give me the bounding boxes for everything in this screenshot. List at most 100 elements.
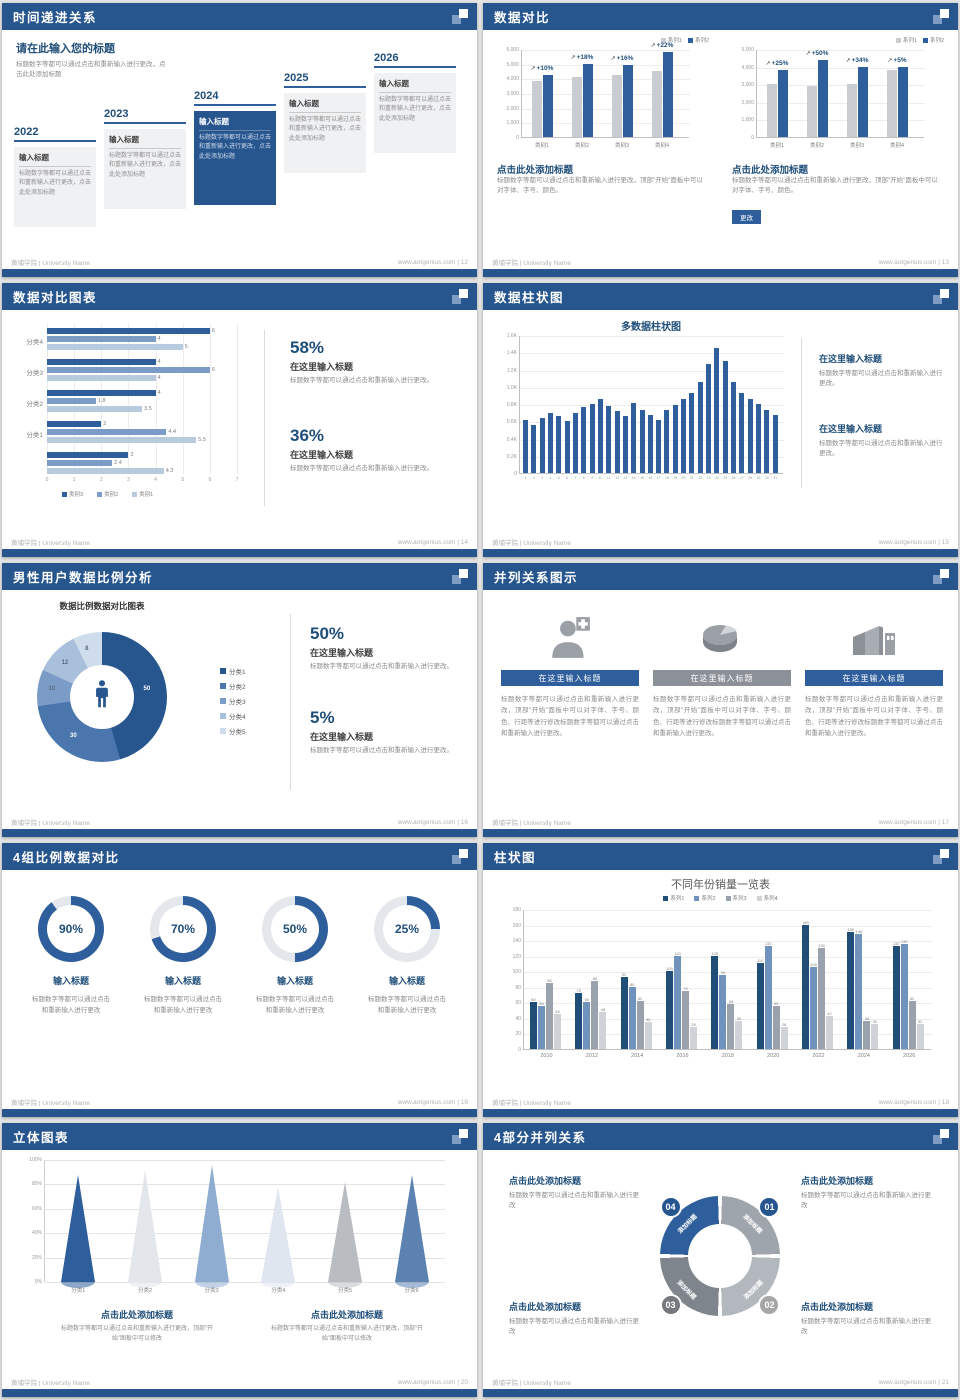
x-axis-label: 29 bbox=[756, 476, 761, 480]
slide-parallel-items[interactable]: 并列关系图示 在这里输入标题 标题数字等都可以通过点击和重新输入进行更改，顶部“开… bbox=[483, 563, 958, 837]
bar-value: 4.3 bbox=[165, 468, 174, 474]
ring-hole bbox=[688, 1224, 752, 1288]
slide-data-compare[interactable]: 数据对比 系列1 系列2 6,000 5,000 4,000 3,000 2,000 1,00… bbox=[483, 3, 958, 277]
milestone-card: 输入标题 标题数字等都可以通过点击和重新输入进行更改，点击此处添加标题 bbox=[104, 129, 186, 209]
bar-value: 130 bbox=[818, 942, 825, 948]
legend-item: 系列2 bbox=[687, 36, 709, 44]
slide-hbar-chart[interactable]: 数据对比图表 0 1 2 3 4 5 6 7 6 4 5 分类4 4 6 4 分类3 4 1.8 3.5 分类2 2 4.… bbox=[2, 283, 477, 557]
slide-bottom-bar bbox=[483, 829, 958, 837]
bar-value: 80 bbox=[629, 981, 635, 987]
gridline bbox=[522, 108, 690, 110]
bar bbox=[647, 415, 653, 473]
slide-bottom-bar bbox=[483, 1389, 958, 1397]
x-axis-label: 24 bbox=[714, 476, 719, 480]
x-axis-label: 类别2 bbox=[809, 143, 825, 149]
bar-value: 110 bbox=[756, 958, 764, 964]
bar bbox=[556, 416, 562, 473]
bar bbox=[47, 460, 113, 466]
donut-chart: 50 30 10 12 8 bbox=[37, 632, 167, 762]
legend-label: 分类5 bbox=[229, 729, 246, 736]
legend-swatch bbox=[62, 491, 67, 497]
bar-series-2 bbox=[818, 59, 828, 137]
bar bbox=[690, 1027, 697, 1049]
header-decoration-icon bbox=[452, 569, 468, 584]
slide-four-part-cycle[interactable]: 4部分并列关系 添加标题 01 添加标题 02 添加标题 03 添加标题 04 点击此处添加标题… bbox=[483, 1123, 958, 1397]
legend-item: 类别2 bbox=[97, 490, 118, 498]
slide-footer: 黄埔学院 | University Name www.aotgenius.com… bbox=[2, 815, 477, 829]
milestone-year: 2025 bbox=[284, 72, 366, 88]
slide-multi-column-chart[interactable]: 数据柱状图 多数据柱状图 1.6K 1.4K 1.2K 1.0K 0.8K 0.6K 0.4K… bbox=[483, 283, 958, 557]
x-axis-label: 17 bbox=[656, 476, 661, 480]
gridline bbox=[45, 1184, 445, 1186]
legend-swatch bbox=[132, 491, 138, 497]
bar-value: 3.5 bbox=[144, 406, 152, 412]
slide-grouped-columns[interactable]: 柱状图 不同年份销量一览表 系列1 系列2 系列3 系列4 180 160 140 120 100… bbox=[483, 843, 958, 1117]
milestone-card: 输入标题 标题数字等都可以通过点击和重新输入进行更改，点击此处添加标题 bbox=[374, 73, 456, 153]
x-axis-label: 20 bbox=[681, 476, 686, 480]
panel-desc: 标题数字等都可以通过点击和重新输入进行更改，顶部“开始”面板中可以对字体、字号、… bbox=[732, 177, 938, 195]
growth-value: +22% bbox=[656, 41, 674, 49]
section-heading: 请在此输入您的标题 bbox=[16, 43, 115, 55]
ratio-item: 50% 输入标题 标题数字等都可以通过点击和重新输入进行更改 bbox=[248, 896, 342, 1016]
bar-value: 105 bbox=[810, 962, 817, 968]
x-axis-label: 0 bbox=[45, 477, 49, 483]
slide-title: 数据柱状图 bbox=[494, 291, 565, 305]
y-axis-label: 20 bbox=[515, 1031, 521, 1038]
bar-value: 4 bbox=[157, 359, 161, 365]
ring-hole: 70% bbox=[159, 905, 207, 953]
slide-footer: 黄埔学院 | University Name www.aotgenius.com… bbox=[483, 255, 958, 269]
legend-label: 分类1 bbox=[229, 669, 246, 676]
ring-value: 70% bbox=[170, 922, 196, 936]
slide-bottom-bar bbox=[483, 549, 958, 557]
growth-label: ↗+5% bbox=[879, 57, 915, 64]
legend-label: 分类4 bbox=[229, 714, 246, 721]
slide-title: 数据对比 bbox=[494, 11, 551, 25]
cone bbox=[261, 1187, 296, 1282]
slide-3d-cones[interactable]: 立体图表 100% 80% 60% 40% 20% 0% 分类1 分类2 分类3 分类4 分类5 分类… bbox=[2, 1123, 477, 1397]
milestone-desc: 标题数字等都可以通过点击和重新输入进行更改，点击此处添加标题 bbox=[289, 117, 362, 142]
legend-item: 系列2 bbox=[922, 36, 944, 44]
bar-series-1 bbox=[532, 81, 542, 137]
stat-desc: 标题数字等都可以通过点击和重新输入进行更改。 bbox=[310, 747, 453, 754]
bar bbox=[591, 980, 599, 1049]
legend-swatch bbox=[922, 37, 928, 43]
bar bbox=[656, 420, 662, 473]
x-axis-label: 2012 bbox=[585, 1053, 598, 1059]
x-axis-label: 2024 bbox=[857, 1053, 870, 1059]
chart-legend: 系列1 系列2 系列3 系列4 bbox=[483, 894, 958, 902]
footer-page: www.aotgenius.com | 14 bbox=[397, 538, 468, 546]
milestone-desc: 标题数字等都可以通过点击和重新输入进行更改，点击此处添加标题 bbox=[19, 171, 92, 196]
footer-brand: 黄埔学院 | University Name bbox=[11, 1380, 90, 1387]
category-label: 分类4 bbox=[26, 339, 43, 346]
x-axis-label: 分类2 bbox=[137, 1288, 153, 1294]
x-axis-label: 3 bbox=[127, 477, 130, 483]
legend-item: 系列4 bbox=[756, 894, 778, 902]
legend-swatch bbox=[220, 713, 226, 719]
bar-series-2 bbox=[778, 70, 788, 137]
stat-value: 5% bbox=[310, 708, 335, 727]
gridline bbox=[182, 324, 184, 474]
stat-value: 36% bbox=[290, 426, 325, 445]
slide-four-rings[interactable]: 4组比例数据对比 90% 输入标题 标题数字等都可以通过点击和重新输入进行更改 70%… bbox=[2, 843, 477, 1117]
slice-value: 30 bbox=[70, 733, 77, 740]
cone bbox=[328, 1182, 362, 1282]
slide-header: 时间递进关系 bbox=[2, 3, 477, 30]
milestone-title: 输入标题 bbox=[109, 134, 181, 149]
slide-timeline[interactable]: 时间递进关系 请在此输入您的标题标题数字等都可以通过点击和重新输入进行更改，点击… bbox=[2, 3, 477, 277]
header-decoration-icon bbox=[933, 569, 949, 584]
bar-series-1 bbox=[887, 70, 897, 137]
bar bbox=[47, 421, 102, 427]
gridline bbox=[520, 405, 784, 406]
bar bbox=[47, 452, 129, 458]
x-axis-label: 7 bbox=[235, 477, 239, 483]
parallel-item: 在这里输入标题 标题数字等都可以通过点击和重新输入进行更改，顶部“开始”面板中可以… bbox=[653, 612, 791, 740]
number-badge: 03 bbox=[659, 1294, 682, 1317]
y-axis-label: 0.2K bbox=[506, 453, 517, 460]
footer-page: www.aotgenius.com | 18 bbox=[397, 1098, 468, 1106]
slide-male-ratio[interactable]: 男性用户数据比例分析 数据比例数据对比图表 50 30 10 12 8 分类1 分类2 分类3 分… bbox=[2, 563, 477, 837]
y-axis-label: 1.2K bbox=[506, 367, 517, 374]
footer-brand: 黄埔学院 | University Name bbox=[11, 260, 90, 267]
gridline bbox=[757, 102, 925, 104]
up-arrow-icon: ↗ bbox=[805, 50, 811, 57]
bar-value: 28 bbox=[781, 1022, 787, 1028]
